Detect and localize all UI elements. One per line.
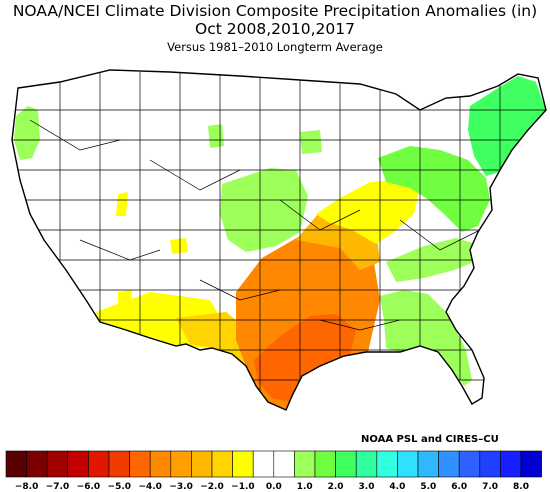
legend-swatch (397, 450, 419, 478)
legend-swatch (26, 450, 48, 478)
region-patch-michigan (300, 130, 322, 154)
legend-tick-label: −1.0 (231, 482, 254, 492)
legend-tick-label: 4.0 (389, 482, 405, 492)
legend-swatch (46, 450, 69, 478)
legend-tick-label: −4.0 (138, 482, 161, 492)
legend-tick-label: −6.0 (77, 482, 100, 492)
legend-swatch (129, 450, 151, 478)
legend-swatch (191, 450, 213, 478)
legend-swatch (170, 450, 192, 478)
legend-swatch (458, 450, 481, 478)
legend-swatch (479, 450, 501, 478)
legend-swatch (149, 450, 172, 478)
legend-tick-label: 2.0 (328, 482, 344, 492)
division-boundaries (12, 72, 546, 400)
legend-tick-label: 6.0 (451, 482, 467, 492)
legend-tick-label: 5.0 (420, 482, 436, 492)
legend-swatch (252, 450, 275, 478)
legend-swatch (67, 450, 89, 478)
legend-tick-label: −5.0 (108, 482, 131, 492)
legend-swatch (355, 450, 378, 478)
legend-tick-label: 3.0 (359, 482, 375, 492)
legend-tick-label: 7.0 (482, 482, 498, 492)
region-ohio-valley (316, 180, 420, 244)
legend-swatch (520, 450, 542, 478)
region-southwest-texas (176, 312, 250, 368)
region-northeast (378, 146, 490, 232)
legend-swatch (211, 450, 233, 478)
legend-swatch (232, 450, 254, 478)
legend-swatch (314, 450, 336, 478)
legend-tick-label: −2.0 (200, 482, 223, 492)
region-northern-plains (220, 168, 308, 252)
legend-tick-label: −3.0 (169, 482, 192, 492)
legend-swatch (273, 450, 295, 478)
region-new-england (468, 76, 546, 176)
map-subtitle-baseline: Versus 1981–2010 Longterm Average (167, 40, 383, 54)
legend-tick-label: −7.0 (46, 482, 69, 492)
map-subtitle-years: Oct 2008,2010,2017 (195, 20, 355, 38)
legend-swatch (438, 450, 460, 478)
legend-swatch (376, 450, 398, 478)
legend-swatch (88, 450, 110, 478)
region-patch-utah (116, 192, 128, 216)
credit-label: NOAA PSL and CIRES–CU (361, 434, 499, 445)
legend-tick-label: −8.0 (15, 482, 38, 492)
region-patch-colorado (170, 238, 188, 254)
region-patch-arizona (118, 290, 132, 306)
legend-swatch (5, 450, 27, 478)
legend-tick-label: 0.0 (266, 482, 282, 492)
legend-swatch (417, 450, 439, 478)
region-pacific-northwest-coast (14, 106, 40, 160)
legend-tick-label: 1.0 (297, 482, 313, 492)
map-title: NOAA/NCEI Climate Division Composite Pre… (12, 2, 538, 20)
legend-swatch (108, 450, 130, 478)
legend-tick-label: 8.0 (513, 482, 529, 492)
legend-swatch (500, 450, 522, 478)
legend-swatch (335, 450, 357, 478)
legend-swatch (294, 450, 316, 478)
region-southeast-coast (380, 290, 472, 386)
